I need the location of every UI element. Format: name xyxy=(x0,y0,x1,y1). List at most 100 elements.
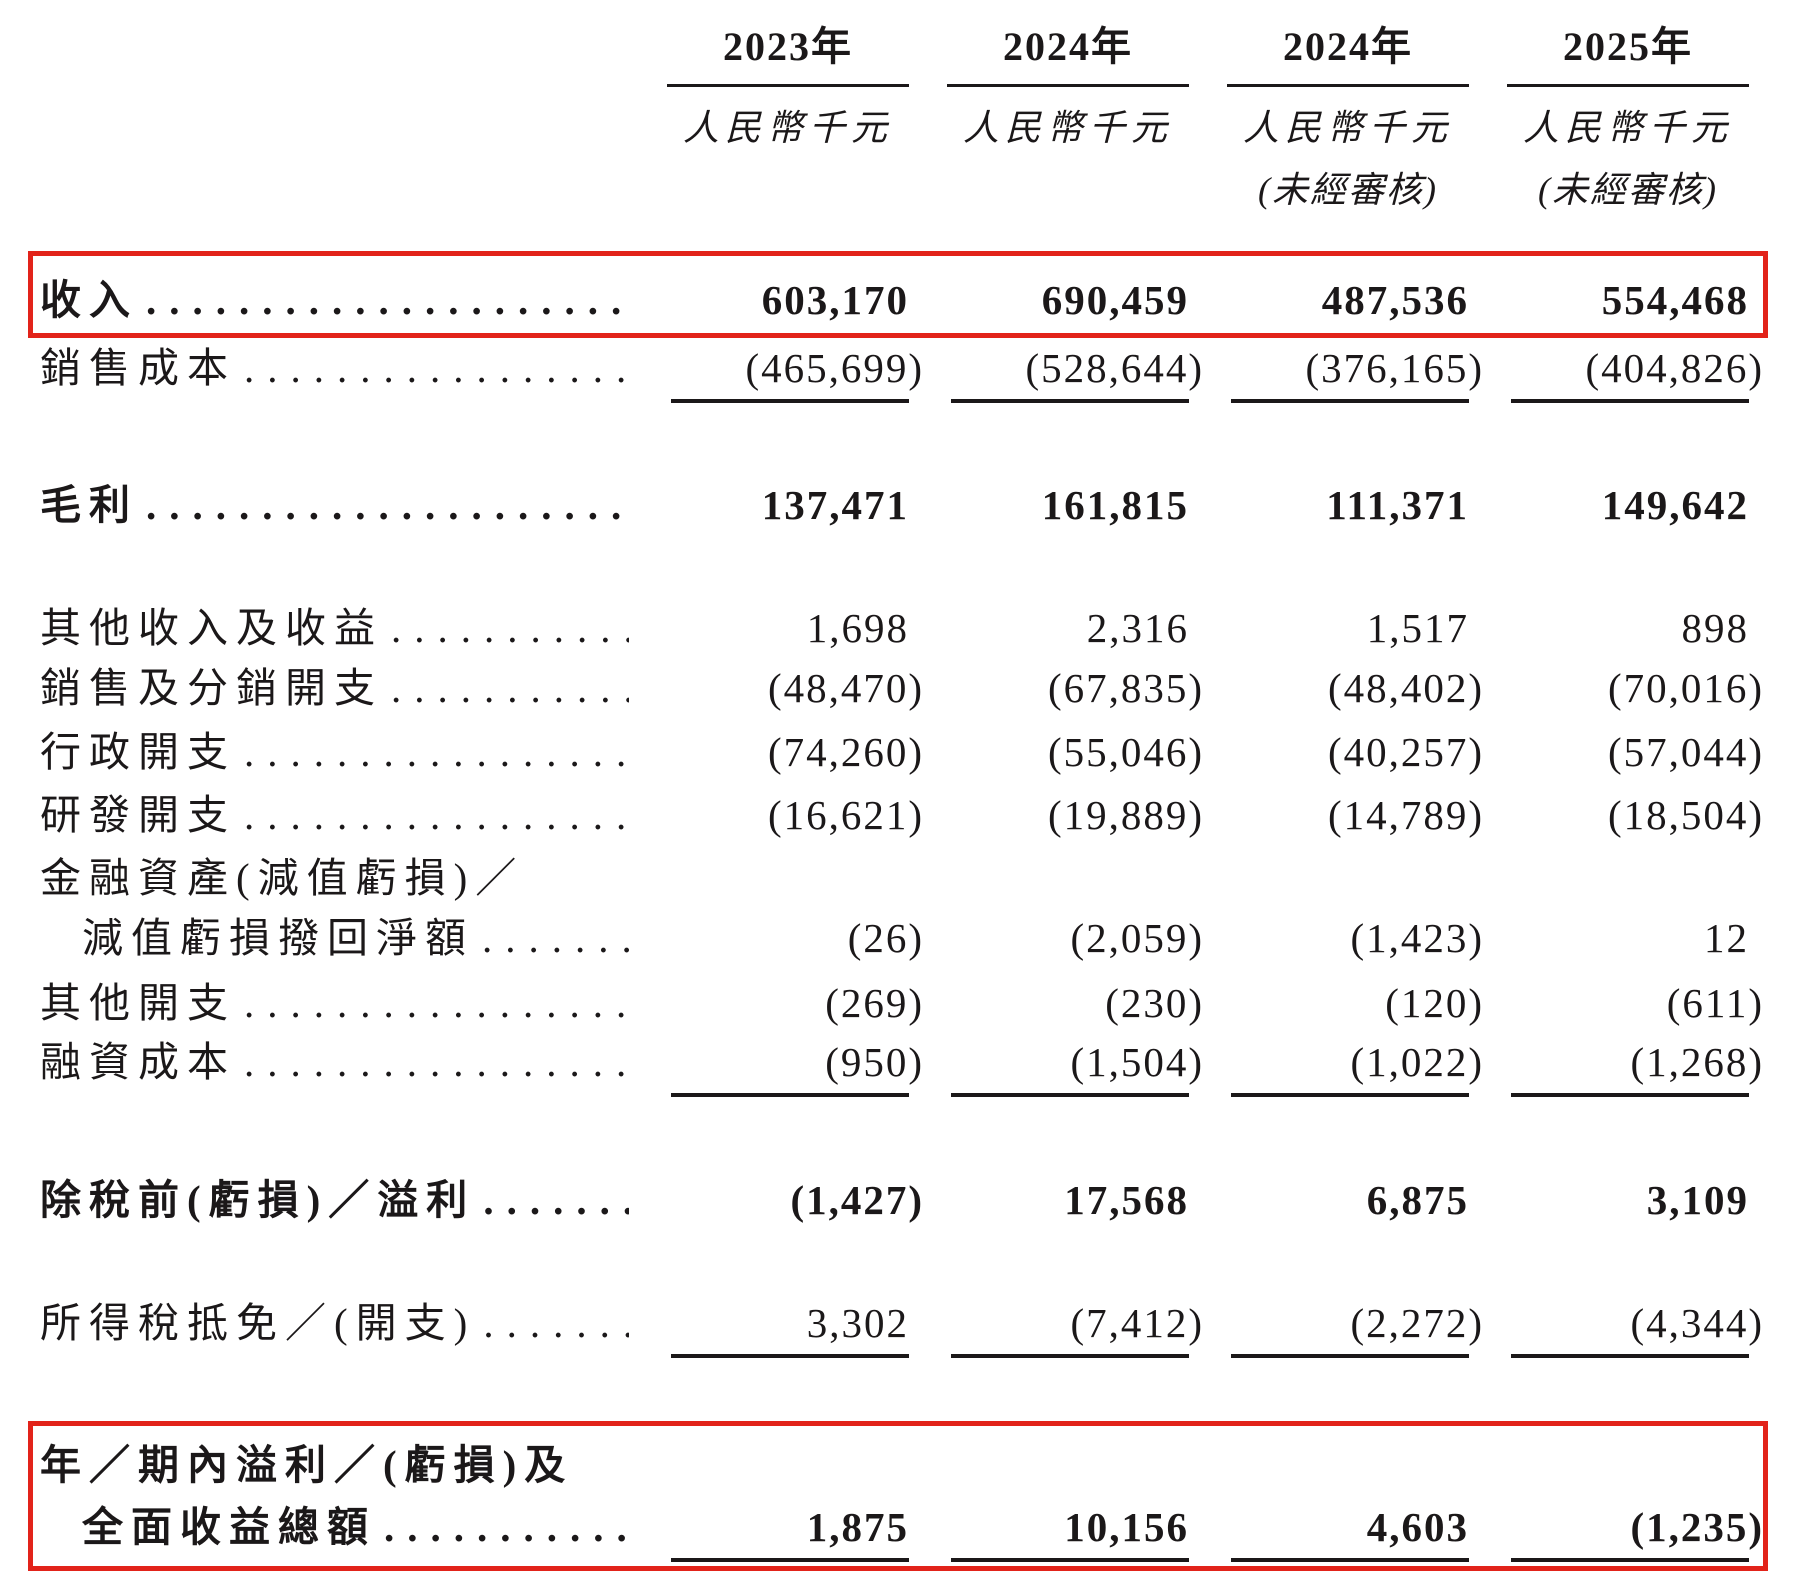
value-2023: 3,302 xyxy=(629,1301,909,1358)
row-label: 其他開支 xyxy=(40,980,236,1026)
value-2024: (2,059) xyxy=(1070,915,1204,961)
value-2025-unaudited: (1,268) xyxy=(1469,1040,1762,1097)
row-label: 除稅前(虧損)／溢利 xyxy=(40,1177,476,1223)
value-2024: 10,156 xyxy=(909,1505,1189,1562)
value-2024: (528,644) xyxy=(909,346,1202,403)
table-row-total-comprehensive-income: 全面收益總額 .................................… xyxy=(40,1504,1762,1562)
value-2025-unaudited: 3,109 xyxy=(1646,1177,1749,1223)
dot-leader: ........................................… xyxy=(244,1040,629,1084)
row-label: 全面收益總額 xyxy=(82,1504,376,1550)
highlight-box-total-comprehensive-income xyxy=(28,1421,1768,1571)
table-row-selling-expenses: 銷售及分銷開支 ................................… xyxy=(40,665,1764,711)
table-row-impairment-net: 減值虧損撥回淨額 ...............................… xyxy=(40,916,1749,960)
table-row-gross-profit: 毛利 .....................................… xyxy=(40,483,1749,527)
row-label: 毛利 xyxy=(40,482,138,528)
table-row-impairment-heading: 金融資產(減值虧損)／ xyxy=(40,856,1749,900)
column-unit-label: 人民幣千元 xyxy=(962,108,1173,148)
table-row-admin-expenses: 行政開支 ...................................… xyxy=(40,729,1764,775)
value-2024-unaudited: 111,371 xyxy=(1326,482,1469,528)
value-2023: 1,875 xyxy=(629,1505,909,1562)
dot-leader: ........................................… xyxy=(482,916,629,960)
value-2023: (465,699) xyxy=(629,346,922,403)
value-2024: 690,459 xyxy=(1041,277,1189,323)
table-row-rd-expenses: 研發開支 ...................................… xyxy=(40,792,1762,838)
row-label: 銷售成本 xyxy=(40,345,236,391)
value-2025-unaudited: (57,044) xyxy=(1607,729,1764,775)
value-2024-unaudited: 6,875 xyxy=(1366,1177,1469,1223)
table-row-other-expenses: 其他開支 ...................................… xyxy=(40,980,1764,1026)
value-2024: (55,046) xyxy=(1047,729,1204,775)
value-2024-unaudited: (376,165) xyxy=(1189,346,1482,403)
value-2025-unaudited: (70,016) xyxy=(1607,665,1764,711)
table-row-other-income: 其他收入及收益 ................................… xyxy=(40,606,1749,650)
dot-leader: ........................................… xyxy=(244,730,629,774)
column-unit-label: 人民幣千元 xyxy=(1242,108,1453,148)
table-row-cost-of-sales: 銷售成本 ...................................… xyxy=(40,345,1762,403)
dot-leader: ........................................… xyxy=(146,483,629,527)
dot-leader: ........................................… xyxy=(244,346,629,390)
dot-leader: ........................................… xyxy=(146,278,629,322)
dot-leader: ........................................… xyxy=(244,793,629,837)
value-2024: (67,835) xyxy=(1047,665,1204,711)
value-2023: 137,471 xyxy=(761,482,909,528)
value-2025-unaudited: 12 xyxy=(1704,915,1749,961)
column-year-label: 2024年 xyxy=(1227,14,1469,87)
column-header-2024: 2024年 人民幣千元 xyxy=(909,14,1189,161)
row-label: 收入 xyxy=(40,277,138,323)
value-2023: (26) xyxy=(847,915,924,961)
value-2024: (7,412) xyxy=(909,1301,1202,1358)
row-label: 金融資產(減值虧損)／ xyxy=(40,855,525,901)
column-unit-label: 人民幣千元 xyxy=(682,108,893,148)
value-2023: (269) xyxy=(825,980,924,1026)
value-2025-unaudited: (1,235) xyxy=(1469,1505,1762,1562)
highlight-box-revenue xyxy=(28,251,1768,338)
table-row-total-profit-heading: 年／期內溢利／(虧損)及 xyxy=(40,1443,1749,1487)
value-2024: 17,568 xyxy=(1064,1177,1189,1223)
value-2024-unaudited: (48,402) xyxy=(1327,665,1484,711)
table-row-profit-before-tax: 除稅前(虧損)／溢利 .............................… xyxy=(40,1178,1749,1222)
column-header-2023: 2023年 人民幣千元 xyxy=(629,14,909,161)
column-year-label: 2025年 xyxy=(1507,14,1749,87)
value-2025-unaudited: (4,344) xyxy=(1469,1301,1762,1358)
value-2023: (16,621) xyxy=(767,792,924,838)
value-2025-unaudited: 149,642 xyxy=(1601,482,1749,528)
dot-leader: ........................................… xyxy=(483,1301,629,1345)
dot-leader: ........................................… xyxy=(391,666,629,710)
row-label: 行政開支 xyxy=(40,729,236,775)
column-header-2024-unaudited: 2024年 人民幣千元 (未經審核) xyxy=(1189,14,1469,213)
table-row-revenue: 收入 .....................................… xyxy=(40,278,1749,322)
row-label: 減值虧損撥回淨額 xyxy=(82,915,474,961)
value-2024-unaudited: 487,536 xyxy=(1321,277,1469,323)
column-header-2025-unaudited: 2025年 人民幣千元 (未經審核) xyxy=(1469,14,1749,213)
value-2023: (950) xyxy=(629,1040,922,1097)
row-label: 研發開支 xyxy=(40,792,236,838)
dot-leader: ........................................… xyxy=(384,1505,629,1549)
row-label: 銷售及分銷開支 xyxy=(40,665,383,711)
value-2023: (74,260) xyxy=(767,729,924,775)
dot-leader: ........................................… xyxy=(483,1178,629,1222)
value-2024-unaudited: (120) xyxy=(1385,980,1484,1026)
row-label: 其他收入及收益 xyxy=(40,605,383,651)
value-2024: 2,316 xyxy=(1086,605,1189,651)
column-unaudited-label: (未經審核) xyxy=(1538,170,1718,210)
value-2023: 1,698 xyxy=(806,605,909,651)
value-2025-unaudited: (611) xyxy=(1666,980,1764,1026)
value-2024: (230) xyxy=(1105,980,1204,1026)
value-2024-unaudited: 4,603 xyxy=(1189,1505,1469,1562)
value-2024-unaudited: (1,022) xyxy=(1189,1040,1482,1097)
value-2025-unaudited: 554,468 xyxy=(1601,277,1749,323)
column-unit-label: 人民幣千元 xyxy=(1522,108,1733,148)
value-2024: 161,815 xyxy=(1041,482,1189,528)
dot-leader: ........................................… xyxy=(391,606,629,650)
value-2024-unaudited: (1,423) xyxy=(1350,915,1484,961)
column-unaudited-label: (未經審核) xyxy=(1258,170,1438,210)
dot-leader: ........................................… xyxy=(244,981,629,1025)
value-2024: (19,889) xyxy=(1047,792,1204,838)
table-row-income-tax: 所得稅抵免／(開支) .............................… xyxy=(40,1301,1762,1358)
value-2024-unaudited: 1,517 xyxy=(1366,605,1469,651)
value-2024-unaudited: (14,789) xyxy=(1327,792,1484,838)
row-label: 年／期內溢利／(虧損)及 xyxy=(40,1442,574,1488)
value-2024-unaudited: (40,257) xyxy=(1327,729,1484,775)
value-2023: (1,427) xyxy=(790,1177,924,1223)
